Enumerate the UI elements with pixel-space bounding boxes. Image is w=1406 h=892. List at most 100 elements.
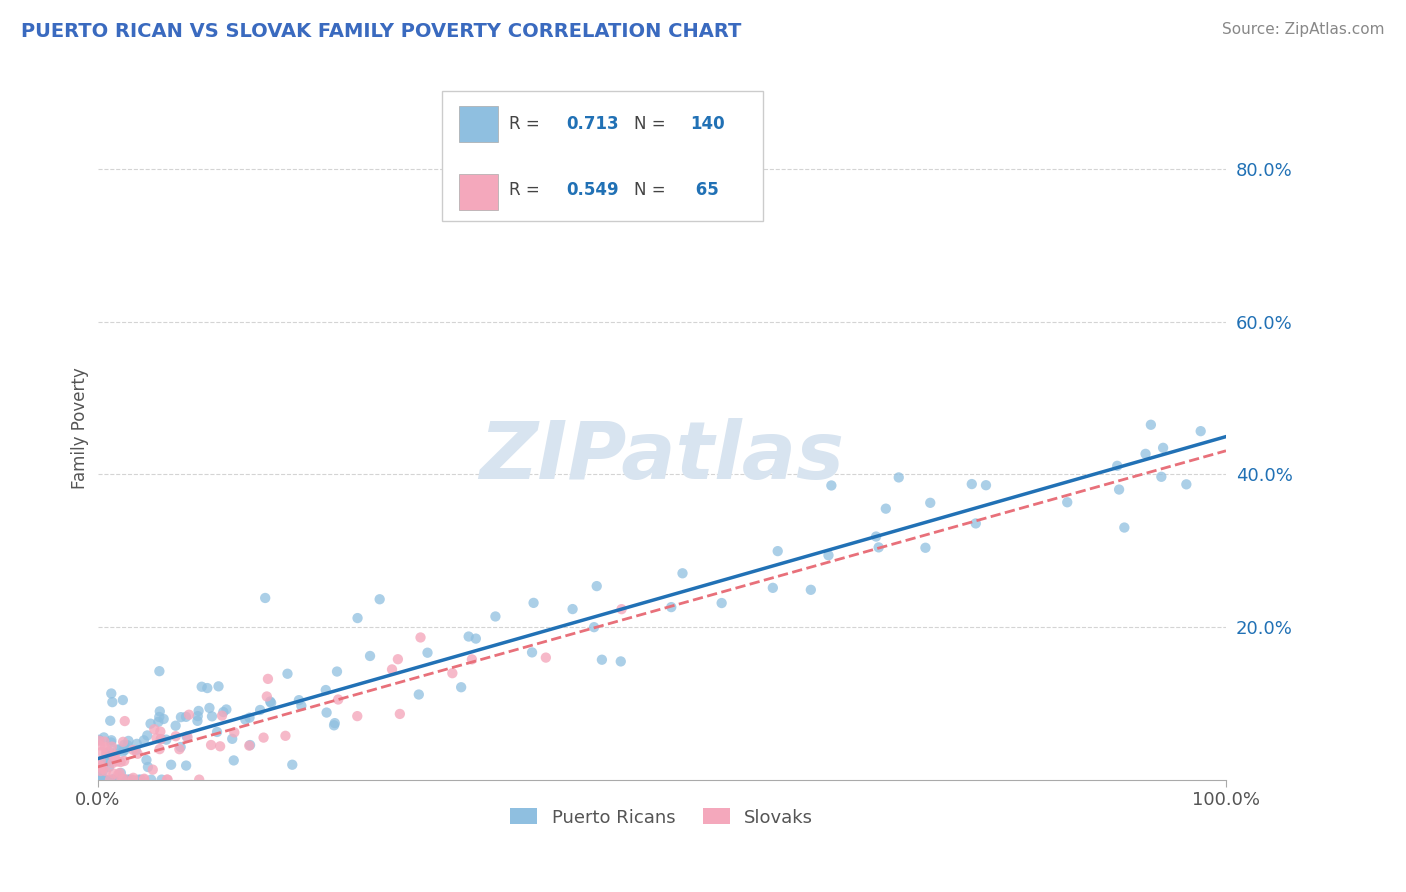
Point [94, 739, 117, 754]
Point [195, 681, 218, 695]
Point [96, 747, 118, 761]
Point [111, 772, 134, 787]
Text: Source: ZipAtlas.com: Source: ZipAtlas.com [1222, 22, 1385, 37]
Point [114, 743, 136, 757]
Point [111, 772, 134, 787]
Point [187, 709, 209, 723]
Point [290, 698, 312, 713]
Point [222, 753, 245, 767]
Point [461, 652, 484, 666]
Point [101, 695, 124, 709]
Point [156, 772, 179, 787]
Point [120, 772, 142, 787]
Point [534, 650, 557, 665]
Point [1140, 417, 1163, 432]
Point [174, 710, 197, 724]
Point [134, 772, 156, 786]
Point [107, 742, 129, 756]
Point [103, 772, 125, 787]
Point [1108, 483, 1130, 497]
Point [274, 729, 297, 743]
Point [90, 764, 112, 778]
Point [91, 772, 114, 787]
Point [90, 754, 112, 768]
Point [315, 683, 337, 698]
Point [94, 772, 117, 787]
Point [464, 632, 486, 646]
Legend: Puerto Ricans, Slovaks: Puerto Ricans, Slovaks [503, 801, 820, 834]
Point [965, 516, 987, 531]
Point [132, 772, 155, 787]
Point [1150, 470, 1173, 484]
Point [259, 694, 281, 708]
Point [252, 731, 274, 745]
Point [91, 772, 114, 787]
Point [98, 760, 121, 774]
Point [326, 665, 349, 679]
Point [865, 529, 887, 543]
Point [90, 745, 112, 759]
Text: R =: R = [509, 181, 546, 199]
Point [156, 772, 179, 787]
Text: 0.549: 0.549 [565, 181, 619, 199]
Point [100, 735, 122, 749]
Point [381, 662, 404, 676]
Point [143, 723, 166, 737]
Point [323, 718, 346, 732]
Point [169, 742, 191, 756]
Point [149, 742, 172, 756]
Point [132, 733, 155, 747]
Point [221, 731, 243, 746]
Point [177, 707, 200, 722]
Point [112, 738, 135, 752]
Point [346, 709, 368, 723]
Point [110, 772, 132, 787]
Point [94, 764, 117, 779]
Point [817, 549, 839, 563]
Point [868, 541, 890, 555]
Point [328, 692, 350, 706]
Point [257, 672, 280, 686]
Point [186, 714, 208, 728]
Point [111, 745, 134, 759]
Point [152, 712, 174, 726]
Point [90, 772, 112, 787]
Point [190, 680, 212, 694]
Point [254, 591, 277, 605]
Point [1135, 447, 1157, 461]
Point [887, 470, 910, 484]
Point [169, 739, 191, 754]
Point [409, 631, 432, 645]
Point [111, 693, 134, 707]
Point [89, 772, 111, 787]
Point [111, 772, 134, 787]
Point [260, 696, 283, 710]
Point [129, 772, 152, 787]
Point [215, 702, 238, 716]
Point [87, 732, 110, 747]
Point [288, 693, 311, 707]
Point [93, 734, 115, 748]
Point [561, 602, 583, 616]
Point [110, 766, 132, 780]
Point [201, 709, 224, 723]
Point [108, 742, 131, 756]
Point [136, 728, 159, 742]
Point [450, 680, 472, 694]
Point [239, 738, 262, 752]
Point [974, 478, 997, 492]
Point [125, 743, 148, 757]
Point [121, 772, 143, 787]
Point [416, 646, 439, 660]
Point [165, 719, 187, 733]
Point [368, 592, 391, 607]
Point [211, 708, 233, 723]
Point [97, 752, 120, 766]
Point [457, 630, 479, 644]
Point [408, 688, 430, 702]
Point [160, 757, 183, 772]
Point [484, 609, 506, 624]
Point [89, 733, 111, 747]
Text: PUERTO RICAN VS SLOVAK FAMILY POVERTY CORRELATION CHART: PUERTO RICAN VS SLOVAK FAMILY POVERTY CO… [21, 22, 741, 41]
Point [960, 477, 983, 491]
